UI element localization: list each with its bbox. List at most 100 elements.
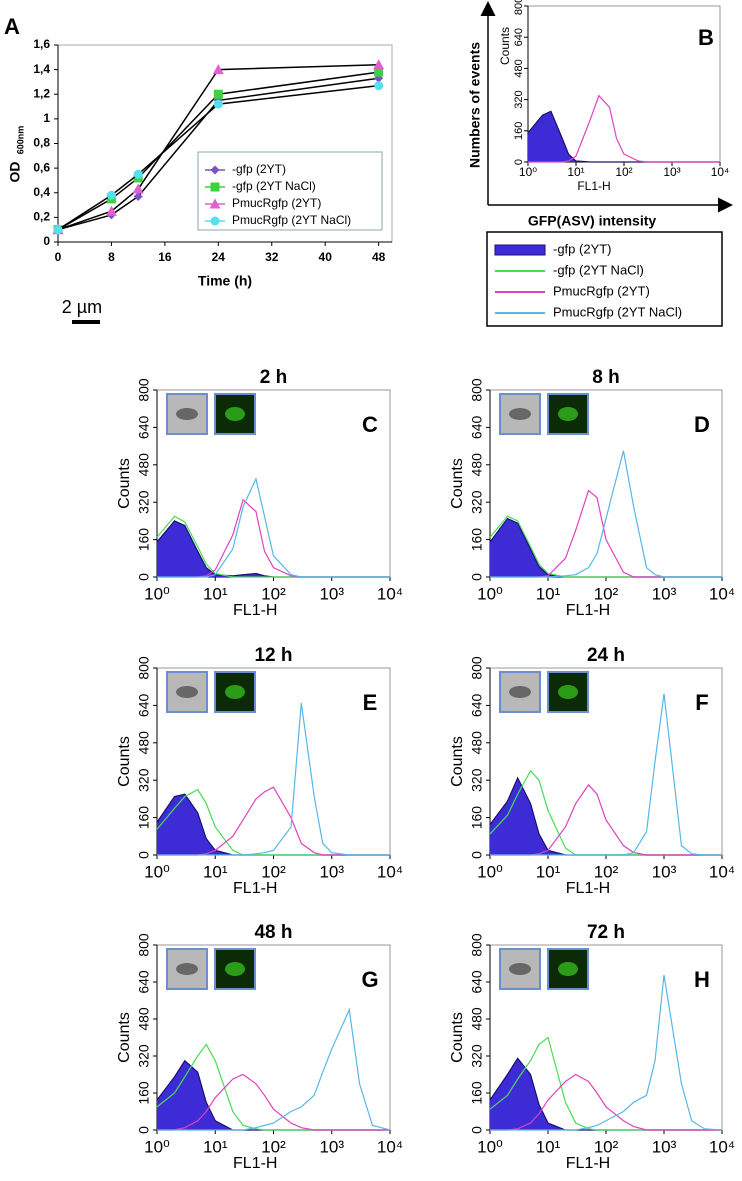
y-tick-label: 640 xyxy=(469,970,485,994)
cell-phase xyxy=(509,963,531,975)
x-tick-label: 32 xyxy=(265,250,279,264)
y-axis-label-sub: 600nm xyxy=(15,126,25,155)
y-tick-label: 160 xyxy=(469,528,485,552)
x-tick-label: 10² xyxy=(261,584,286,603)
cell-phase xyxy=(176,963,198,975)
y-tick-label: 800 xyxy=(136,378,152,402)
cell-phase xyxy=(509,408,531,420)
y-tick-label: 800 xyxy=(136,656,152,680)
y-tick-label: 320 xyxy=(513,90,525,108)
marker xyxy=(53,225,63,235)
x-tick-label: 10⁴ xyxy=(377,862,403,881)
x-tick-label: 10¹ xyxy=(203,584,228,603)
y-tick-label: 0 xyxy=(136,851,152,859)
x-tick-label: 10⁴ xyxy=(709,1137,735,1156)
y-tick-label: 800 xyxy=(469,933,485,957)
y-tick-label: 640 xyxy=(136,970,152,994)
area-fill xyxy=(157,1060,390,1130)
legend-label: -gfp (2YT) xyxy=(232,162,286,176)
x-tick-label: 10³ xyxy=(652,1137,677,1156)
y-tick-label: 480 xyxy=(469,731,485,755)
y-tick-label: 640 xyxy=(136,694,152,718)
x-tick-label: 10² xyxy=(594,862,619,881)
area-fill xyxy=(528,111,720,162)
x-tick-label: 10³ xyxy=(663,165,680,179)
panel-letter: F xyxy=(695,690,708,715)
y-tick-label: 1 xyxy=(43,111,50,125)
marker xyxy=(105,205,117,216)
x-axis-label: FL1-H xyxy=(577,179,610,193)
x-axis-label: Time (h) xyxy=(198,273,252,289)
panel-title: 12 h xyxy=(254,645,292,666)
x-tick-label: 10¹ xyxy=(567,165,584,179)
x-axis-label: FL1-H xyxy=(566,880,610,897)
y-tick-label: 800 xyxy=(469,378,485,402)
y-axis-label: Counts xyxy=(449,458,466,509)
x-tick-label: 10³ xyxy=(652,584,677,603)
y-tick-label: 0,8 xyxy=(33,136,50,150)
cell-gfp xyxy=(558,962,578,976)
marker xyxy=(210,165,220,175)
panel-title: 24 h xyxy=(587,645,625,666)
y-tick-label: 160 xyxy=(136,528,152,552)
y-axis-label: Counts xyxy=(116,1012,133,1063)
y-tick-label: 0 xyxy=(469,1126,485,1134)
x-axis-label: FL1-H xyxy=(233,880,277,897)
legend-label: PmucRgfp (2YT) xyxy=(553,283,650,298)
x-tick-label: 10¹ xyxy=(536,584,561,603)
cell-gfp xyxy=(225,685,245,699)
y-tick-label: 320 xyxy=(469,768,485,792)
marker xyxy=(373,59,385,70)
legend-box xyxy=(197,151,383,231)
x-axis-label: FL1-H xyxy=(566,602,610,619)
x-tick-label: 10⁰ xyxy=(519,165,537,179)
x-tick-label: 10¹ xyxy=(203,862,228,881)
x-tick-label: 0 xyxy=(55,250,62,264)
legend-label: -gfp (2YT) xyxy=(553,241,612,256)
y-tick-label: 800 xyxy=(469,656,485,680)
y-tick-label: 160 xyxy=(136,806,152,830)
x-tick-label: 10⁴ xyxy=(711,165,730,179)
y-tick-label: 0 xyxy=(513,159,525,165)
y-tick-label: 640 xyxy=(136,416,152,440)
y-tick-label: 320 xyxy=(136,1044,152,1068)
y-tick-label: 0,2 xyxy=(33,210,50,224)
y-tick-label: 320 xyxy=(136,768,152,792)
panel-letter: A xyxy=(4,14,20,39)
panel-letter: D xyxy=(694,412,710,437)
y-tick-label: 0 xyxy=(469,851,485,859)
cell-phase xyxy=(176,686,198,698)
legend-label: PmucRgfp (2YT NaCl) xyxy=(553,304,682,319)
x-axis-label: FL1-H xyxy=(566,1155,610,1172)
cell-gfp xyxy=(558,407,578,421)
legend-label: -gfp (2YT NaCl) xyxy=(232,179,316,193)
x-tick-label: 10⁰ xyxy=(477,1137,503,1156)
y-tick-label: 480 xyxy=(136,453,152,477)
marker xyxy=(133,191,143,201)
panel-letter: C xyxy=(362,412,378,437)
x-tick-label: 10² xyxy=(261,862,286,881)
y-tick-label: 0 xyxy=(43,234,50,248)
x-tick-label: 10² xyxy=(261,1137,286,1156)
marker xyxy=(213,89,223,99)
y-tick-label: 160 xyxy=(136,1081,152,1105)
panel-title: 8 h xyxy=(592,367,619,388)
y-tick-label: 160 xyxy=(513,122,525,140)
series-line xyxy=(490,1073,722,1131)
x-tick-label: 48 xyxy=(372,250,386,264)
panel-letter: B xyxy=(698,25,714,50)
x-tick-label: 10¹ xyxy=(203,1137,228,1156)
x-tick-label: 10² xyxy=(594,584,619,603)
series-line xyxy=(157,702,390,856)
marker xyxy=(106,190,116,200)
x-axis-label: FL1-H xyxy=(233,602,277,619)
cell-phase xyxy=(176,408,198,420)
x-tick-label: 10³ xyxy=(319,1137,344,1156)
y-tick-label: 640 xyxy=(469,694,485,718)
x-tick-label: 10⁴ xyxy=(377,1137,403,1156)
panel-letter: G xyxy=(361,967,378,992)
legend-label: PmucRgfp (2YT) xyxy=(232,196,321,210)
y-tick-label: 1,4 xyxy=(33,62,50,76)
marker xyxy=(213,99,223,109)
cell-gfp xyxy=(225,962,245,976)
